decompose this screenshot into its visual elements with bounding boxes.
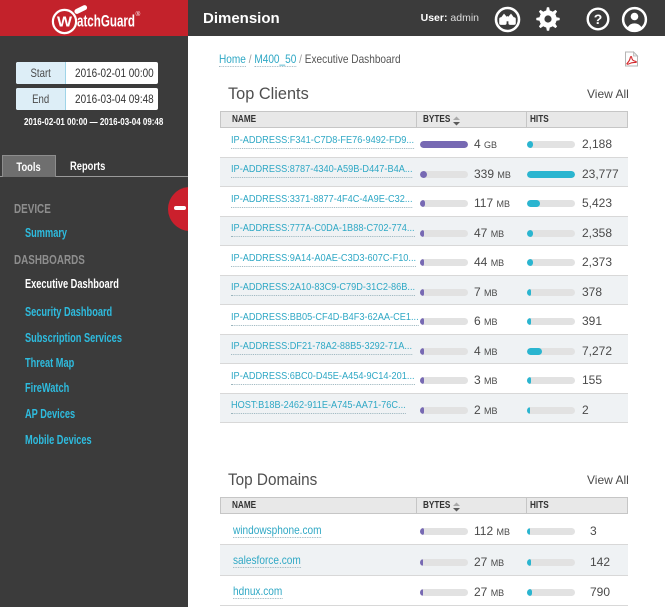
svg-text:®: ®: [136, 10, 141, 18]
svg-text:atchGuard: atchGuard: [77, 13, 135, 31]
svg-text:W: W: [57, 14, 73, 31]
svg-text:?: ?: [594, 11, 603, 27]
